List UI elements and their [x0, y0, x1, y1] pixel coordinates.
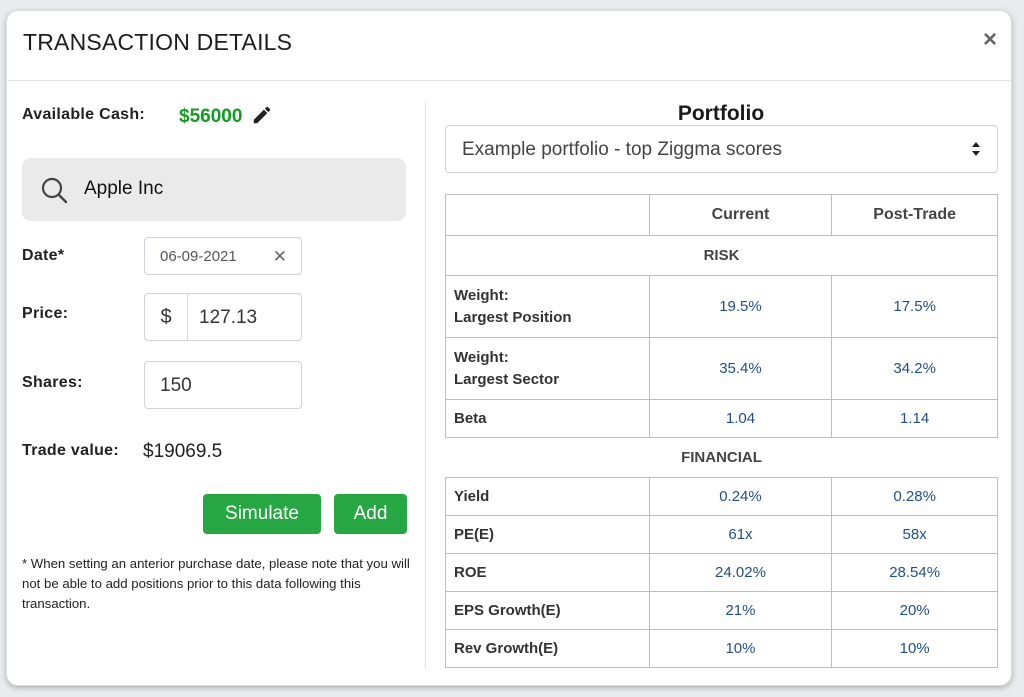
metric-post-trade: 0.28%: [831, 477, 998, 516]
search-icon: [41, 177, 68, 204]
shares-value[interactable]: 150: [160, 375, 192, 396]
portfolio-selected-value[interactable]: Example portfolio - top Ziggma scores: [462, 139, 782, 160]
metric-current: 24.02%: [648, 553, 833, 592]
price-label: Price:: [22, 305, 69, 322]
metric-name-line2: Largest Sector: [454, 371, 560, 388]
table-header-row: Current Post-Trade: [445, 194, 998, 236]
date-input[interactable]: 06-09-2021 ✕: [144, 237, 302, 275]
metric-post-trade: 10%: [831, 629, 998, 668]
metric-name-line2: Largest Position: [454, 309, 572, 326]
shares-input[interactable]: 150: [144, 361, 302, 409]
search-input-value[interactable]: Apple Inc: [84, 178, 164, 199]
modal-title: TRANSACTION DETAILS: [23, 29, 293, 55]
table-row: Weight: Largest Position 19.5% 17.5%: [445, 275, 998, 338]
metric-current: 0.24%: [648, 477, 833, 516]
column-divider: [425, 101, 426, 669]
risk-financial-table: Current Post-Trade RISK Weight: Largest …: [445, 194, 998, 668]
price-input[interactable]: $ 127.13: [144, 293, 302, 341]
risk-section-row: RISK: [445, 235, 998, 276]
stock-search-field[interactable]: Apple Inc: [22, 158, 406, 221]
currency-addon: $: [145, 294, 188, 340]
financial-section-label: FINANCIAL: [445, 437, 998, 478]
add-button[interactable]: Add: [334, 494, 407, 534]
pencil-icon[interactable]: [251, 104, 273, 126]
metric-current: 1.04: [648, 399, 833, 438]
metric-current: 19.5%: [648, 275, 833, 338]
metric-name: EPS Growth(E): [445, 591, 650, 630]
financial-section-row: FINANCIAL: [445, 437, 998, 478]
metric-current: 35.4%: [648, 337, 833, 400]
table-header-empty: [445, 194, 650, 236]
date-value[interactable]: 06-09-2021: [160, 248, 237, 265]
table-row: EPS Growth(E) 21% 20%: [445, 591, 998, 630]
table-row: Rev Growth(E) 10% 10%: [445, 629, 998, 668]
metric-name: Yield: [445, 477, 650, 516]
purchase-date-note: * When setting an anterior purchase date…: [22, 556, 410, 611]
metric-name: Rev Growth(E): [445, 629, 650, 668]
price-value[interactable]: 127.13: [199, 307, 258, 328]
metric-current: 21%: [648, 591, 833, 630]
transaction-details-modal: TRANSACTION DETAILS × Available Cash: $5…: [6, 10, 1012, 686]
close-icon[interactable]: ×: [982, 26, 997, 53]
metric-post-trade: 1.14: [831, 399, 998, 438]
metric-name: Weight: Largest Position: [445, 275, 650, 338]
select-arrows-icon: [972, 142, 980, 156]
metric-post-trade: 17.5%: [831, 275, 998, 338]
metric-name: Beta: [445, 399, 650, 438]
table-row: PE(E) 61x 58x: [445, 515, 998, 554]
metric-post-trade: 58x: [831, 515, 998, 554]
metric-name-line1: Weight:: [454, 287, 509, 304]
metric-post-trade: 20%: [831, 591, 998, 630]
metric-current: 61x: [648, 515, 833, 554]
simulate-button[interactable]: Simulate: [203, 494, 321, 534]
metric-post-trade: 28.54%: [831, 553, 998, 592]
table-row: Beta 1.04 1.14: [445, 399, 998, 438]
modal-header: TRANSACTION DETAILS ×: [7, 11, 1011, 81]
portfolio-title: Portfolio: [677, 102, 765, 125]
portfolio-select[interactable]: Example portfolio - top Ziggma scores: [445, 125, 998, 173]
table-row: Weight: Largest Sector 35.4% 34.2%: [445, 337, 998, 400]
metric-name: Weight: Largest Sector: [445, 337, 650, 400]
shares-label: Shares:: [22, 374, 83, 391]
trade-value-label: Trade value:: [22, 442, 119, 459]
metric-post-trade: 34.2%: [831, 337, 998, 400]
clear-icon[interactable]: ✕: [272, 247, 287, 266]
table-header-post-trade: Post-Trade: [831, 194, 998, 236]
metric-name: ROE: [445, 553, 650, 592]
available-cash-value: $56000: [179, 106, 243, 127]
metric-current: 10%: [648, 629, 833, 668]
table-header-current: Current: [648, 194, 833, 236]
table-row: Yield 0.24% 0.28%: [445, 477, 998, 516]
metric-name: PE(E): [445, 515, 650, 554]
metric-name-line1: Weight:: [454, 349, 509, 366]
date-label: Date*: [22, 247, 65, 264]
table-row: ROE 24.02% 28.54%: [445, 553, 998, 592]
available-cash-label: Available Cash:: [22, 106, 146, 123]
trade-value: $19069.5: [143, 441, 223, 462]
risk-section-label: RISK: [445, 235, 998, 276]
